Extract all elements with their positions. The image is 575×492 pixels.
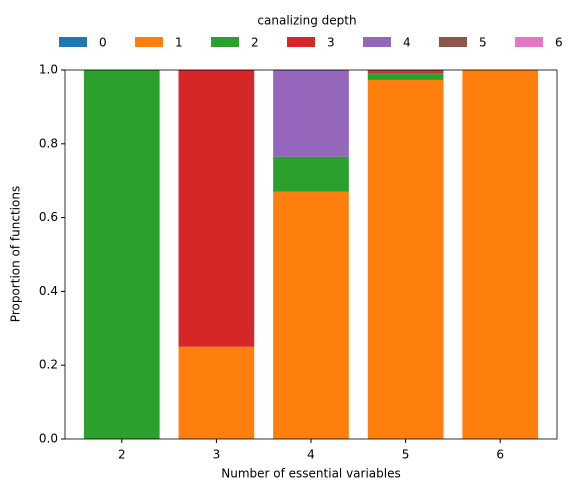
plot-frame [64,69,558,440]
bar-segment [178,70,255,347]
legend-label: 0 [99,36,107,50]
bar-segment [367,73,444,80]
legend-label: 6 [555,36,563,50]
legend-label: 4 [403,36,411,50]
bar-segment [273,191,349,439]
x-tick-label: 5 [402,448,410,462]
legend-swatch [135,37,163,47]
y-tick-label: 0.6 [39,210,58,224]
bar-segment [462,70,539,439]
y-tick-label: 0.4 [39,284,58,298]
legend-label: 5 [479,36,487,50]
y-axis-label: Proportion of functions [9,186,23,322]
bar-segment [367,71,444,74]
bar-segment [83,70,160,439]
y-tick-label: 0.0 [39,432,58,446]
legend-label: 2 [251,36,259,50]
legend-swatch [59,37,87,47]
x-axis-label: Number of essential variables [221,467,400,481]
y-tick-label: 1.0 [39,63,58,77]
x-tick-label: 2 [118,448,126,462]
bar-segment [273,70,349,157]
bar-segment [273,156,349,192]
legend-label: 3 [327,36,335,50]
y-tick-label: 0.8 [39,136,58,150]
legend-swatch [211,37,239,47]
y-tick-label: 0.2 [39,358,58,372]
legend-title: canalizing depth [257,14,356,28]
legend-swatch [363,37,391,47]
bar-segment [367,70,444,72]
x-tick-label: 4 [307,448,315,462]
x-tick-label: 6 [496,448,504,462]
legend-swatch [515,37,543,47]
bar-segment [367,79,444,439]
legend-label: 1 [175,36,183,50]
x-tick-label: 3 [213,448,221,462]
bar-segment [178,346,255,439]
legend-swatch [439,37,467,47]
legend-swatch [287,37,315,47]
